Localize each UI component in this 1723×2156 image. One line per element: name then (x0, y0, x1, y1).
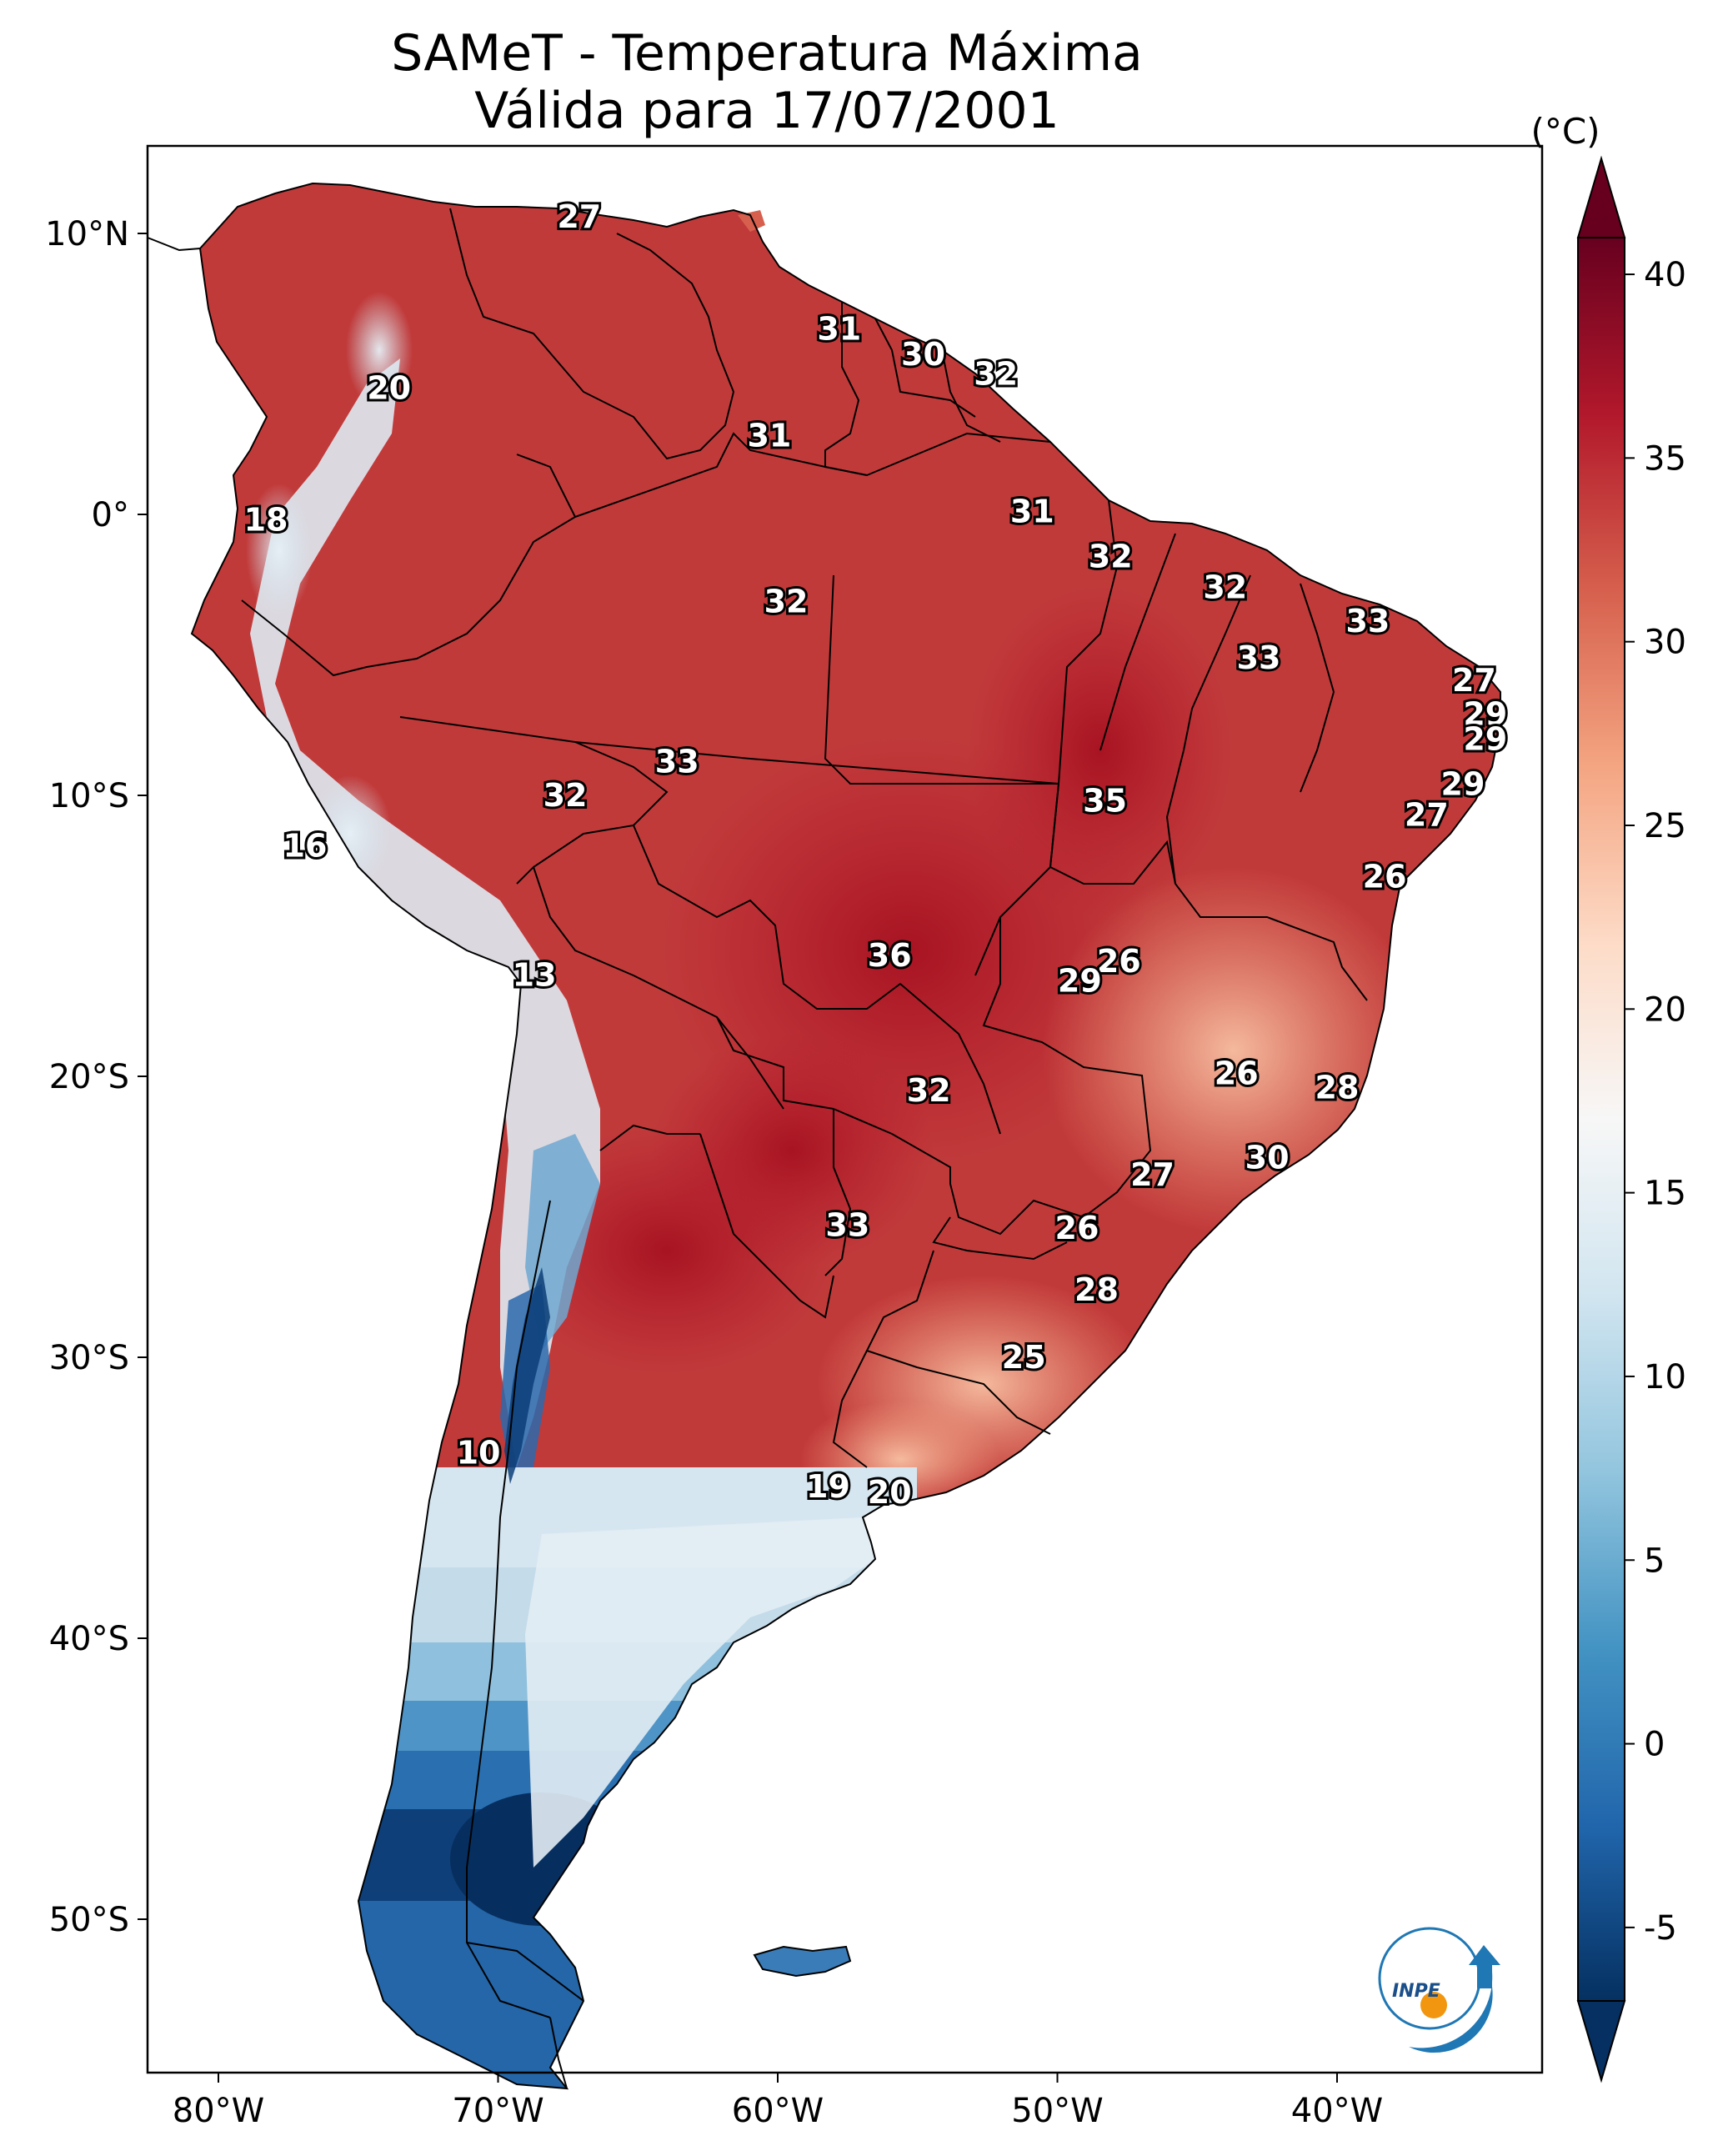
lon-tick-label: 40°W (1291, 2092, 1383, 2130)
temperature-label: 30 (1245, 1140, 1290, 1176)
colorbar-unit: (°C) (1530, 111, 1600, 152)
colorbar-tick-label: 25 (1644, 807, 1686, 845)
lat-tick-label: 30°S (49, 1339, 129, 1377)
temperature-label: 26 (1363, 859, 1407, 895)
lat-tick-label: 20°S (49, 1058, 129, 1096)
temperature-label: 16 (283, 828, 328, 865)
colorbar-tick-label: 10 (1644, 1358, 1686, 1396)
colorbar-min-extension (1576, 2000, 1626, 2083)
colorbar-body (1577, 237, 1625, 2002)
temperature-label: 18 (244, 502, 288, 539)
longitude-axis: 80°W 70°W 60°W 50°W 40°W (173, 2073, 1383, 2130)
lon-tick-label: 50°W (1011, 2092, 1103, 2130)
colorbar-tick-label: -5 (1644, 1909, 1677, 1948)
temperature-label: 27 (1130, 1156, 1175, 1193)
temperature-label: 33 (655, 744, 699, 780)
temperature-label: 32 (764, 583, 809, 619)
temperature-label: 29 (1441, 766, 1485, 803)
temperature-label: 32 (1203, 569, 1247, 606)
temperature-label: 32 (1089, 539, 1133, 575)
temperature-label: 27 (557, 198, 601, 235)
inpe-logo-sun-icon (1420, 1992, 1447, 2018)
map-frame (146, 144, 1544, 2074)
temperature-label: 29 (1058, 962, 1102, 999)
temperature-label: 33 (1345, 603, 1390, 639)
temperature-label: 33 (825, 1207, 869, 1244)
colorbar-tick-label: 40 (1644, 256, 1686, 294)
temperature-label: 28 (1074, 1271, 1119, 1308)
inpe-logo: INPE (1378, 1927, 1500, 2053)
temperature-label: 33 (1237, 639, 1281, 676)
colorbar-ticks: 40 35 30 25 20 15 10 5 0 -5 (1625, 256, 1686, 1948)
temperature-label: 31 (1010, 494, 1054, 530)
colorbar-tick-label: 30 (1644, 624, 1686, 662)
coastline-and-borders (147, 182, 1501, 2090)
temperature-label: 20 (367, 369, 411, 406)
colorbar-tick-label: 5 (1644, 1542, 1665, 1580)
temperature-label: 30 (901, 336, 945, 373)
temperature-label: 26 (1215, 1055, 1259, 1092)
temperature-label: 31 (817, 311, 861, 348)
temperature-label: 25 (1002, 1339, 1046, 1376)
inpe-logo-text: INPE (1392, 1981, 1440, 2002)
lon-tick-label: 60°W (732, 2092, 824, 2130)
south-america-temperature-field (192, 183, 1500, 2088)
temperature-label: 32 (907, 1072, 951, 1109)
temperature-label: 28 (1315, 1069, 1360, 1106)
temperature-label: 29 (1463, 721, 1507, 758)
temperature-label: 32 (543, 777, 588, 814)
lat-tick-label: 10°S (49, 777, 129, 815)
colorbar-tick-label: 15 (1644, 1175, 1686, 1213)
colorbar-tick-label: 20 (1644, 990, 1686, 1029)
temperature-label: 13 (513, 957, 557, 994)
temperature-label: 26 (1055, 1210, 1099, 1246)
temperature-label: 19 (806, 1468, 850, 1505)
temperature-label: 10 (457, 1435, 501, 1472)
temperature-label: 27 (1452, 662, 1496, 699)
inpe-logo-arrow-icon (1469, 1945, 1500, 1988)
map-title-line2: Válida para 17/07/2001 (474, 82, 1059, 140)
colorbar-max-extension (1576, 155, 1626, 238)
lon-tick-label: 70°W (452, 2092, 543, 2130)
temperature-label: 35 (1083, 783, 1127, 820)
lat-tick-label: 10°N (45, 215, 129, 253)
temperature-label: 32 (974, 356, 1018, 393)
colorbar-tick-label: 35 (1644, 439, 1686, 478)
lon-tick-label: 80°W (173, 2092, 264, 2130)
temperature-label: 36 (868, 937, 912, 974)
temperature-label: 26 (1097, 943, 1141, 980)
lat-tick-label: 40°S (49, 1620, 129, 1658)
map-title-line1: SAMeT - Temperatura Máxima (391, 24, 1143, 83)
inpe-logo-swoosh (1409, 1963, 1493, 2053)
temperature-label: 20 (868, 1474, 912, 1511)
latitude-axis: 10°N 0° 10°S 20°S 30°S 40°S 50°S (45, 215, 148, 1939)
colorbar: (°C) 40 35 30 25 20 15 10 5 0 -5 (1530, 111, 1686, 2083)
colorbar-tick-label: 0 (1644, 1726, 1665, 1764)
lat-tick-label: 50°S (49, 1901, 129, 1939)
lat-tick-label: 0° (92, 496, 129, 534)
temperature-label: 27 (1405, 797, 1449, 834)
temperature-label: 29 (1463, 695, 1507, 732)
temperature-label: 31 (747, 418, 791, 454)
